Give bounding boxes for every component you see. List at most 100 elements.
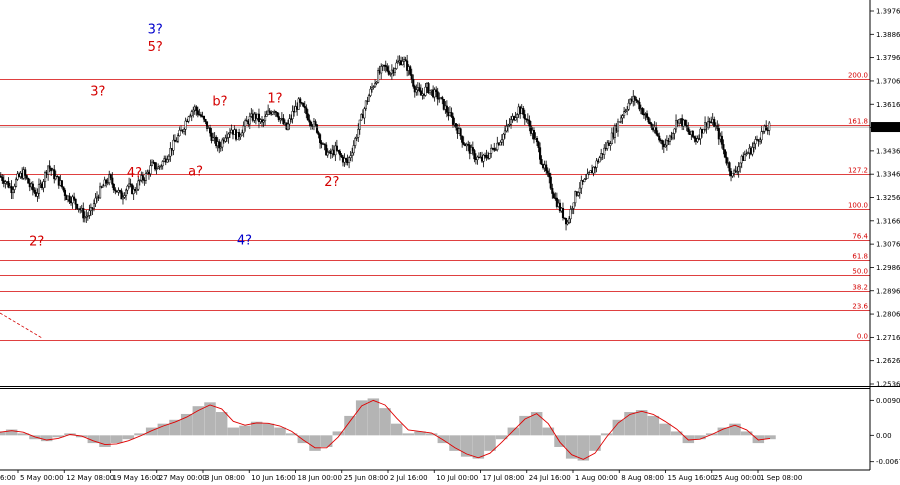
candle-body-352 bbox=[537, 141, 540, 148]
candle-body-79 bbox=[120, 190, 123, 200]
candle-body-105 bbox=[160, 165, 163, 167]
histogram-bar-55 bbox=[635, 410, 648, 436]
fib-label-5: 61.8 bbox=[852, 253, 868, 261]
candle-body-333 bbox=[508, 123, 511, 126]
histogram-bar-50 bbox=[577, 435, 590, 461]
histogram-bar-42 bbox=[484, 435, 496, 451]
candle-body-8 bbox=[11, 189, 15, 194]
time-tick-label-10: 17 Jul 08:00 bbox=[483, 474, 525, 482]
candle-body-57 bbox=[86, 215, 89, 217]
osc-tick-label-1: 0.00 bbox=[876, 432, 892, 440]
candle-body-373 bbox=[569, 209, 572, 220]
time-tick-label-15: 25 Aug 00:00 bbox=[714, 474, 761, 482]
candle-body-325 bbox=[496, 142, 499, 150]
candle-body-249 bbox=[380, 66, 383, 74]
candle-body-131 bbox=[199, 114, 202, 117]
candle-body-358 bbox=[546, 170, 549, 174]
candle-body-474 bbox=[723, 149, 726, 158]
candle-body-306 bbox=[467, 144, 470, 146]
histogram-bar-49 bbox=[565, 435, 578, 459]
candle-body-438 bbox=[668, 135, 671, 142]
candle-body-463 bbox=[707, 121, 710, 128]
candle-body-139 bbox=[212, 137, 215, 141]
wave-label-5: a? bbox=[188, 165, 203, 180]
histogram-bar-24 bbox=[274, 427, 286, 436]
candle-body-110 bbox=[167, 155, 170, 160]
candle-body-424 bbox=[647, 117, 650, 123]
candle-body-420 bbox=[641, 107, 644, 115]
candle-body-103 bbox=[157, 166, 160, 169]
candle-body-31 bbox=[47, 165, 50, 175]
candle-body-122 bbox=[186, 120, 189, 123]
time-tick-label-13: 8 Aug 08:00 bbox=[621, 474, 664, 482]
price-tick-label-2: 1.3796 bbox=[876, 54, 900, 62]
candle-body-457 bbox=[697, 138, 701, 140]
candle-body-360 bbox=[549, 176, 552, 189]
histogram-bar-48 bbox=[554, 435, 566, 447]
candle-body-498 bbox=[760, 131, 763, 141]
candle-body-342 bbox=[522, 108, 525, 115]
wave-label-8: 1? bbox=[267, 92, 282, 107]
candle-body-200 bbox=[305, 107, 308, 115]
candle-body-189 bbox=[288, 118, 291, 125]
candle-body-115 bbox=[175, 140, 178, 143]
time-tick-label-14: 15 Aug 16:00 bbox=[668, 474, 715, 482]
fib-label-7: 38.2 bbox=[852, 284, 868, 292]
candle-body-353 bbox=[539, 147, 542, 160]
candle-body-232 bbox=[354, 138, 357, 146]
candle-body-124 bbox=[189, 115, 192, 118]
candle-body-213 bbox=[325, 144, 328, 156]
candle-body-316 bbox=[482, 154, 485, 162]
osc-tick-label-2: -0.00679 bbox=[876, 458, 900, 466]
candle-body-280 bbox=[427, 83, 430, 94]
candle-body-114 bbox=[173, 139, 176, 142]
candle-body-180 bbox=[274, 111, 277, 113]
candle-body-56 bbox=[85, 216, 88, 218]
wave-label-6: b? bbox=[212, 94, 227, 109]
histogram-bar-60 bbox=[694, 435, 706, 440]
candle-body-75 bbox=[114, 189, 117, 192]
candle-body-376 bbox=[574, 191, 577, 204]
histogram-bar-44 bbox=[507, 427, 520, 436]
candle-body-456 bbox=[696, 138, 699, 142]
candle-body-475 bbox=[725, 156, 728, 164]
time-tick-label-16: 1 Sep 08:00 bbox=[760, 474, 802, 482]
candle-body-203 bbox=[309, 121, 312, 127]
candle-body-278 bbox=[424, 86, 427, 96]
price-tick-label-16: 1.2536 bbox=[876, 381, 900, 389]
fibonacci-levels: 200.0 161.8 127.2 100.0 76.4 61.8 50.0 38.2 23.6… bbox=[0, 72, 870, 341]
candle-body-254 bbox=[387, 70, 390, 75]
candle-body-270 bbox=[412, 79, 415, 87]
candle-body-405 bbox=[618, 121, 621, 123]
candle-body-334 bbox=[509, 119, 513, 125]
candle-body-223 bbox=[340, 154, 343, 158]
candle-body-287 bbox=[438, 98, 441, 100]
candle-body-54 bbox=[82, 208, 85, 219]
candle-body-331 bbox=[505, 125, 508, 132]
time-tick-label-4: 3 Jun 08:00 bbox=[205, 474, 245, 482]
candle-body-458 bbox=[699, 128, 702, 140]
time-tick-label-11: 24 Jul 16:00 bbox=[529, 474, 571, 482]
candle-body-25 bbox=[37, 184, 41, 194]
candle-body-309 bbox=[471, 147, 474, 151]
histogram-bar-53 bbox=[612, 419, 625, 436]
candle-body-275 bbox=[419, 90, 422, 96]
candle-body-234 bbox=[357, 129, 360, 138]
candle-body-330 bbox=[503, 130, 506, 135]
candle-body-479 bbox=[731, 172, 734, 177]
candle-body-503 bbox=[768, 122, 771, 131]
candle-body-144 bbox=[219, 146, 222, 149]
candle-body-460 bbox=[702, 129, 705, 134]
candle-body-212 bbox=[323, 143, 326, 146]
time-tick-label-2: 19 May 16:00 bbox=[113, 474, 161, 482]
candle-body-399 bbox=[609, 143, 612, 146]
time-tick-label-12: 1 Aug 00:00 bbox=[575, 474, 618, 482]
candle-body-22 bbox=[33, 189, 36, 193]
price-tick-label-12: 1.2896 bbox=[876, 287, 900, 295]
histogram-bar-36 bbox=[414, 431, 426, 436]
candle-body-450 bbox=[687, 127, 690, 133]
candle-body-49 bbox=[74, 198, 77, 205]
candle-body-196 bbox=[299, 98, 302, 103]
histogram-bar-20 bbox=[227, 427, 240, 436]
